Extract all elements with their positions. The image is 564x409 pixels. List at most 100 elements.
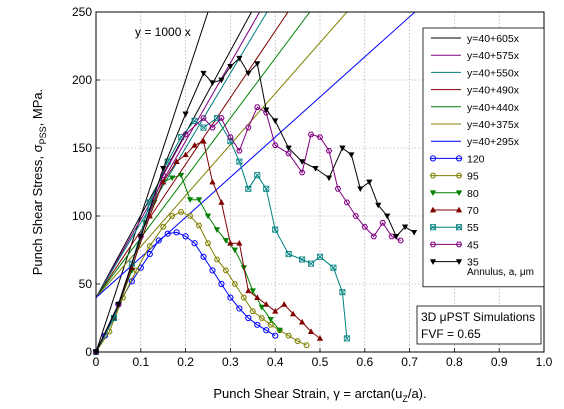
data-point — [343, 335, 350, 342]
data-point — [231, 247, 238, 254]
fit-line — [96, 12, 416, 298]
series-line — [95, 57, 415, 353]
data-point — [308, 260, 315, 267]
data-point-cross — [236, 158, 243, 165]
data-point — [339, 145, 346, 152]
data-point — [379, 220, 386, 226]
legend-marker — [455, 190, 463, 197]
data-point — [236, 158, 243, 165]
data-point — [209, 178, 216, 185]
data-point — [236, 148, 243, 154]
data-point — [240, 294, 247, 301]
data-point — [200, 253, 207, 260]
series-line — [95, 174, 281, 353]
data-point — [191, 142, 198, 148]
legend-footer: Annulus, a, μm — [467, 267, 534, 278]
data-point — [218, 77, 225, 84]
legend-marker-cross — [456, 224, 462, 231]
data-point — [186, 213, 194, 219]
data-point — [204, 240, 212, 246]
x-tick-label: 0.8 — [446, 355, 463, 369]
data-point — [285, 150, 292, 157]
data-point — [182, 233, 189, 240]
data-point-cross — [245, 185, 252, 192]
data-point — [245, 314, 252, 322]
data-point — [160, 224, 167, 230]
data-point — [209, 80, 216, 86]
data-point — [227, 239, 234, 246]
data-point — [169, 175, 176, 182]
data-point — [164, 230, 171, 237]
data-point — [146, 243, 153, 249]
data-point — [213, 256, 221, 263]
data-point — [388, 233, 395, 240]
data-point — [133, 267, 140, 274]
data-point — [182, 131, 189, 138]
data-point — [213, 115, 220, 122]
data-point — [115, 302, 122, 308]
data-point-cross — [285, 251, 292, 257]
data-point — [285, 145, 292, 152]
data-point — [281, 301, 288, 307]
y-tick-label: 50 — [79, 277, 93, 291]
data-point-cross — [330, 264, 337, 271]
fit-line — [96, 12, 348, 298]
data-point — [209, 124, 216, 131]
x-axis-label: Punch Shear Strain, γ = arctan(uZ/a). — [213, 386, 426, 404]
data-point — [200, 115, 207, 121]
data-point — [245, 70, 252, 77]
x-tick-labels: 0 0.1 0.2 0.3 0.4 0.5 0.6 0.7 0.8 0.9 1.0 — [93, 348, 553, 369]
data-point — [200, 124, 207, 131]
data-point — [393, 234, 400, 240]
legend-marker — [429, 224, 436, 231]
data-point — [195, 222, 203, 229]
data-point — [254, 294, 261, 300]
data-point-cross — [317, 253, 323, 260]
data-point — [218, 199, 225, 205]
data-point — [272, 307, 279, 314]
data-point — [169, 213, 176, 219]
fit-line — [96, 12, 261, 298]
data-point — [173, 229, 180, 236]
data-point — [267, 322, 274, 328]
data-point — [200, 137, 207, 144]
data-point — [236, 239, 243, 246]
data-point — [272, 118, 279, 125]
legend-marker — [455, 206, 463, 213]
legend-label: y=40+550x — [467, 67, 520, 79]
data-point — [186, 197, 194, 203]
data-point — [272, 142, 279, 148]
data-point — [245, 287, 252, 294]
data-point — [263, 107, 270, 114]
data-point — [397, 237, 404, 244]
data-point — [263, 185, 270, 192]
data-point — [263, 327, 270, 334]
data-point — [370, 233, 377, 240]
data-point — [343, 199, 351, 206]
data-point — [312, 166, 319, 172]
data-point-cross — [339, 289, 346, 296]
data-point-cross — [111, 315, 117, 321]
series-70 — [92, 137, 324, 355]
data-point — [236, 305, 243, 312]
data-point — [366, 179, 373, 186]
data-point — [307, 328, 315, 334]
data-point-cross — [308, 260, 314, 267]
legend-label: y=40+375x — [467, 119, 520, 131]
data-point — [245, 124, 252, 131]
data-point — [410, 229, 418, 236]
legend-label: 35 — [467, 257, 479, 269]
data-point-cross — [254, 172, 261, 179]
legend-marker-cross — [430, 224, 436, 231]
data-point — [249, 288, 256, 295]
data-series — [92, 55, 418, 356]
data-point — [178, 172, 185, 179]
legend-label: y=40+440x — [467, 102, 520, 114]
data-point — [222, 267, 230, 274]
data-point — [182, 111, 189, 118]
series-line — [95, 106, 401, 353]
legend-marker — [429, 190, 437, 197]
data-point — [236, 55, 243, 62]
data-point — [348, 152, 355, 159]
